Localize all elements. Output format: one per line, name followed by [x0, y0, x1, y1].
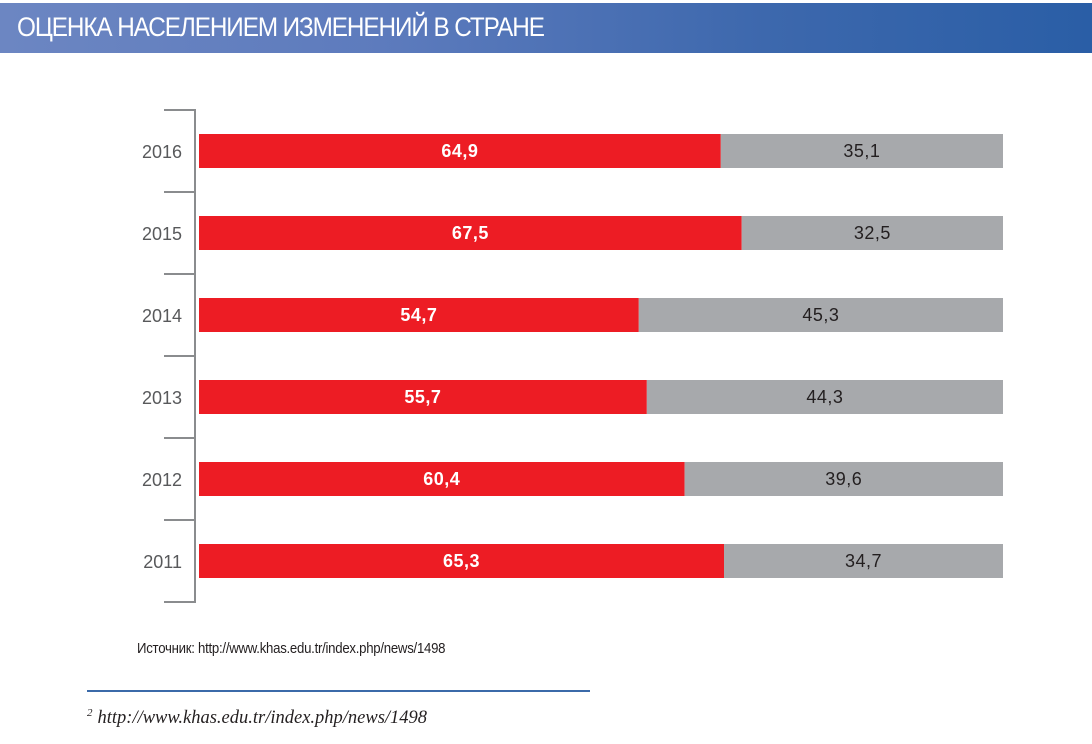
bar-segment-negative: [741, 216, 1003, 250]
data-label-positive: 65,3: [443, 551, 480, 571]
bar-segment-positive: [199, 298, 639, 332]
data-label-positive: 55,7: [404, 387, 441, 407]
bar-segment-negative: [646, 380, 1003, 414]
category-label: 2015: [142, 224, 182, 244]
bar-segment-negative: [638, 298, 1003, 332]
bar-segment-negative: [720, 134, 1003, 168]
source-note: Источник: http://www.khas.edu.tr/index.p…: [137, 640, 446, 657]
data-label-negative: 35,1: [843, 141, 880, 161]
category-label: 2011: [143, 552, 182, 572]
data-label-negative: 45,3: [802, 305, 839, 325]
bar-segment-positive: [199, 216, 742, 250]
data-label-positive: 54,7: [400, 305, 437, 325]
bar-segment-positive: [199, 544, 725, 578]
category-label: 2016: [142, 142, 182, 162]
bar-segment-negative: [724, 544, 1003, 578]
data-label-negative: 44,3: [806, 387, 843, 407]
bar-value-labels: 64,9 35,1 67,5 32,5 54,7 45,3 55,7 44,3 60,4 39,6…: [400, 141, 891, 571]
data-label-positive: 67,5: [452, 223, 489, 243]
footnote: 2 http://www.khas.edu.tr/index.php/news/1…: [87, 707, 428, 729]
category-label: 2013: [142, 388, 182, 408]
bar-segment-positive: [199, 380, 647, 414]
bar-segment-positive: [199, 134, 721, 168]
category-label: 2012: [142, 470, 182, 490]
chart-title: ОЦЕНКА НАСЕЛЕНИЕМ ИЗМЕНЕНИЙ В СТРАНЕ: [17, 12, 545, 42]
bar-series: [199, 134, 1003, 578]
data-label-positive: 64,9: [441, 141, 478, 161]
footnote-number: 2: [87, 707, 93, 719]
footnote-text: http://www.khas.edu.tr/index.php/news/14…: [97, 708, 428, 728]
footnote-divider: [87, 690, 590, 692]
stacked-bar-chart: 64,9 35,1 67,5 32,5 54,7 45,3 55,7 44,3 60,4 39,6…: [142, 109, 1003, 603]
data-label-negative: 32,5: [854, 223, 891, 243]
category-tick-labels: 2016 2015 2014 2013 2012 2011: [142, 142, 182, 572]
category-axis: [164, 109, 196, 603]
bar-segment-negative: [684, 462, 1003, 496]
data-label-negative: 39,6: [825, 469, 862, 489]
data-label-positive: 60,4: [423, 469, 460, 489]
category-label: 2014: [142, 306, 182, 326]
chart-header-banner: ОЦЕНКА НАСЕЛЕНИЕМ ИЗМЕНЕНИЙ В СТРАНЕ: [0, 3, 1092, 53]
bar-segment-positive: [199, 462, 685, 496]
data-label-negative: 34,7: [845, 551, 882, 571]
